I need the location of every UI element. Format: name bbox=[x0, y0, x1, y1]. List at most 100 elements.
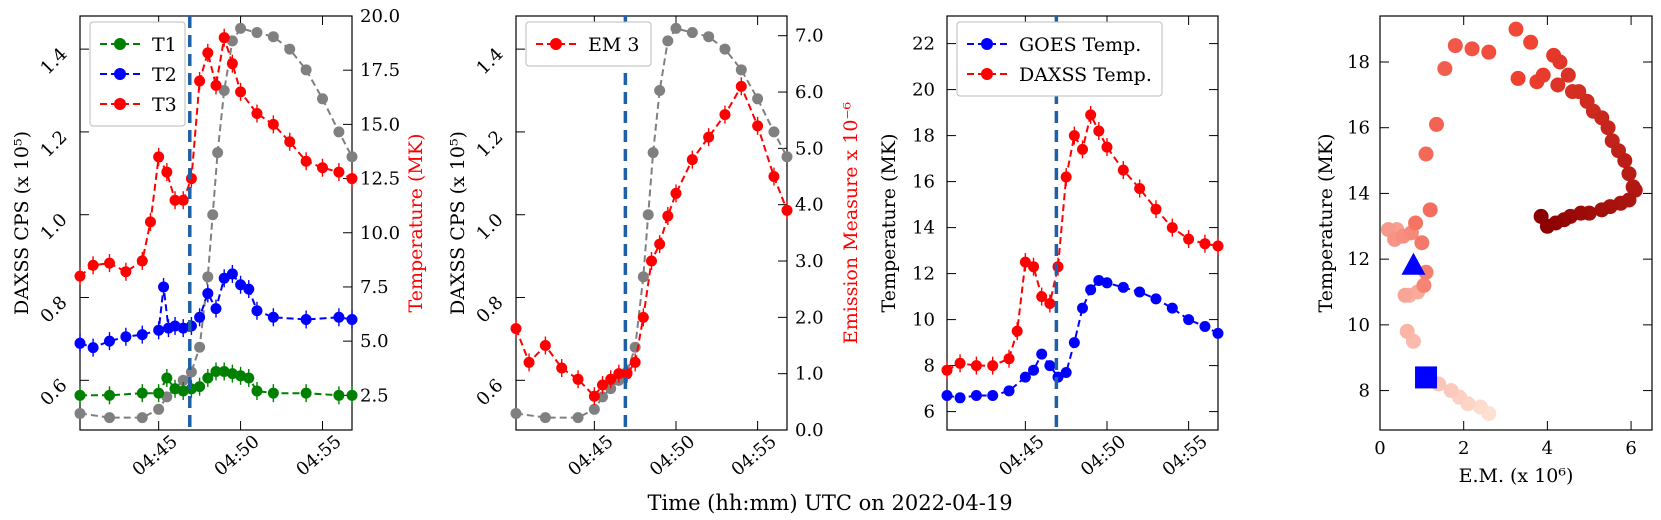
panel-1-series-daxss-cps-point bbox=[670, 22, 682, 34]
panel-0-series-t3-point bbox=[251, 108, 263, 120]
panel-1-series-daxss-cps-line bbox=[515, 27, 788, 419]
panel-1-series-daxss-cps-point bbox=[662, 35, 674, 47]
panel-0-series-daxss-cps-point bbox=[346, 151, 358, 163]
panel-1-series-daxss-cps-point bbox=[768, 126, 780, 138]
panel-3-scatter-point bbox=[1571, 84, 1587, 100]
panel-0-ytick-label-left: 1.0 bbox=[36, 209, 71, 244]
panel-0-series-t2-point bbox=[226, 268, 238, 280]
panel-2-legend bbox=[956, 21, 1163, 97]
panel-2-ytick-label-left: 18 bbox=[912, 126, 935, 147]
panel-3-ytick-label: 16 bbox=[1347, 118, 1370, 139]
panel-0-series-t3-point bbox=[153, 151, 165, 163]
panel-2-series-daxss-temp--point bbox=[1199, 238, 1211, 250]
panel-1-series-daxss-cps-point bbox=[719, 43, 731, 55]
panel-0-ytick-label-left: 0.8 bbox=[36, 292, 71, 327]
panel-1-series-daxss-cps-point bbox=[539, 412, 551, 424]
panel-1-series-em-3-point bbox=[510, 323, 522, 335]
panel-1-series-daxss-cps-point bbox=[642, 209, 654, 221]
panel-0-series-t3-point bbox=[103, 257, 115, 269]
panel-0-series-t1-point bbox=[267, 387, 279, 399]
panel-2-ytick-label-left: 20 bbox=[912, 80, 935, 101]
panel-0-series-t1-point bbox=[251, 385, 263, 397]
panel-3-scatter-point bbox=[1418, 264, 1434, 280]
panel-0-ytick-label-right: 17.5 bbox=[360, 60, 400, 81]
panel-1-series-em-3-point bbox=[654, 238, 666, 250]
panel-2-series-goes-temp--point bbox=[970, 390, 982, 401]
panel-0-series-t3-point bbox=[136, 255, 148, 267]
panel-0-series-t2-point bbox=[333, 311, 345, 323]
panel-1-series-em-3-point bbox=[781, 204, 793, 216]
panel-0-ytick-label-right: 2.5 bbox=[360, 385, 389, 406]
panel-1-ytick-label-left: 1.4 bbox=[472, 44, 507, 79]
panel-1-series-em-3-point bbox=[539, 340, 551, 352]
panel-1-xtick-label: 04:55 bbox=[727, 431, 780, 480]
panel-0-series-t2-point bbox=[158, 281, 170, 293]
panel-0-series-daxss-cps-point bbox=[218, 85, 230, 97]
panel-1-series-em-3-point bbox=[752, 120, 764, 132]
panel-0-ytick-label-right: 5.0 bbox=[360, 331, 389, 352]
panel-0-series-t3-point bbox=[202, 47, 214, 59]
panel-1-ytick-label-right: 5.0 bbox=[795, 138, 824, 159]
panel-0-series-t1-point bbox=[136, 387, 148, 399]
panel-0-series-t2-point bbox=[194, 311, 206, 323]
panel-0-series-t3-point bbox=[218, 32, 230, 44]
panel-0-xtick-label: 04:55 bbox=[292, 431, 345, 480]
panel-1-legend-marker bbox=[550, 38, 562, 50]
panel-0-series-t2-point bbox=[243, 283, 255, 295]
panel-2-series-goes-temp--point bbox=[1060, 367, 1072, 378]
panel-0-series-t3-point bbox=[87, 259, 99, 271]
panel-2-legend-label: DAXSS Temp. bbox=[1019, 64, 1152, 86]
panel-0-legend-label: T2 bbox=[152, 64, 177, 86]
panel-2-series-daxss-temp--point bbox=[1117, 164, 1129, 176]
panel-1-series-daxss-cps-point bbox=[588, 403, 600, 415]
panel-0-series-t3-point bbox=[177, 194, 189, 206]
panel-1-series-em-3-point bbox=[556, 362, 568, 374]
panel-3-scatter-point bbox=[1508, 21, 1524, 37]
panel-2-series-goes-temp--point bbox=[1101, 277, 1113, 289]
panel-3-scatter-point bbox=[1621, 166, 1637, 182]
panel-0-series-daxss-cps-point bbox=[161, 391, 173, 403]
panel-0-ylabel-left: DAXSS CPS (x 10⁵) bbox=[11, 131, 33, 315]
panel-3-scatter-point bbox=[1418, 146, 1434, 162]
panel-0-series-t3-point bbox=[120, 266, 132, 278]
panel-1-series-daxss-cps-point bbox=[735, 64, 747, 76]
panel-1-series-em-3-point bbox=[629, 356, 641, 368]
panel-0-ytick-label-left: 0.6 bbox=[36, 375, 71, 410]
panel-1-series-em-3-point bbox=[768, 171, 780, 183]
panel-0-series-daxss-cps-point bbox=[251, 27, 263, 39]
panel-0-xtick-label: 04:50 bbox=[210, 431, 263, 480]
panel-3-frame bbox=[1379, 15, 1653, 431]
panel-1-series-em-3-point bbox=[588, 390, 600, 402]
panel-0-series-t1-point bbox=[243, 372, 255, 384]
panel-2-legend-marker bbox=[981, 68, 993, 80]
panel-2-series-goes-temp--point bbox=[1077, 302, 1088, 314]
panel-0-series-daxss-cps-point bbox=[317, 93, 329, 105]
panel-1-frame bbox=[515, 15, 788, 431]
panel-2-series-goes-temp--point bbox=[1019, 371, 1031, 383]
panel-3-scatter-point bbox=[1552, 54, 1568, 70]
panel-0-series-t3-point bbox=[144, 216, 156, 228]
panel-1-series-em-3-point bbox=[662, 210, 674, 222]
panel-3-scatter-point bbox=[1510, 70, 1526, 86]
panel-0-series-t2-point bbox=[235, 279, 247, 291]
panel-2-series-daxss-temp--point bbox=[1134, 183, 1146, 194]
panel-1-series-em-3-point bbox=[613, 368, 625, 380]
panel-1-xtick-label: 04:45 bbox=[564, 431, 617, 480]
panel-0-series-daxss-cps-point bbox=[153, 403, 165, 415]
panel-0-ylabel-right: Temperature (MK) bbox=[405, 134, 427, 313]
panel-1-series-daxss-cps-point bbox=[686, 27, 698, 39]
panel-2-ytick-label-left: 16 bbox=[912, 172, 935, 193]
panel-2-series-daxss-temp--point bbox=[1077, 143, 1088, 155]
panel-3-xlabel: E.M. (x 10⁶) bbox=[1459, 465, 1574, 487]
panel-0-ytick-label-right: 15.0 bbox=[360, 114, 400, 135]
panel-0-legend-marker bbox=[114, 98, 126, 110]
panel-3-ytick-label: 14 bbox=[1347, 183, 1370, 204]
panel-0-series-daxss-cps-point bbox=[212, 147, 224, 159]
panel-1-ytick-label-left: 1.2 bbox=[472, 127, 507, 162]
panel-0-series-t2-point bbox=[120, 331, 132, 343]
panel-1-ytick-label-right: 6.0 bbox=[795, 82, 824, 103]
panel-1-series-em-3-point bbox=[605, 373, 617, 385]
panel-1-series-em-3-point bbox=[735, 80, 747, 92]
panel-0-xtick-label: 04:45 bbox=[128, 431, 181, 480]
